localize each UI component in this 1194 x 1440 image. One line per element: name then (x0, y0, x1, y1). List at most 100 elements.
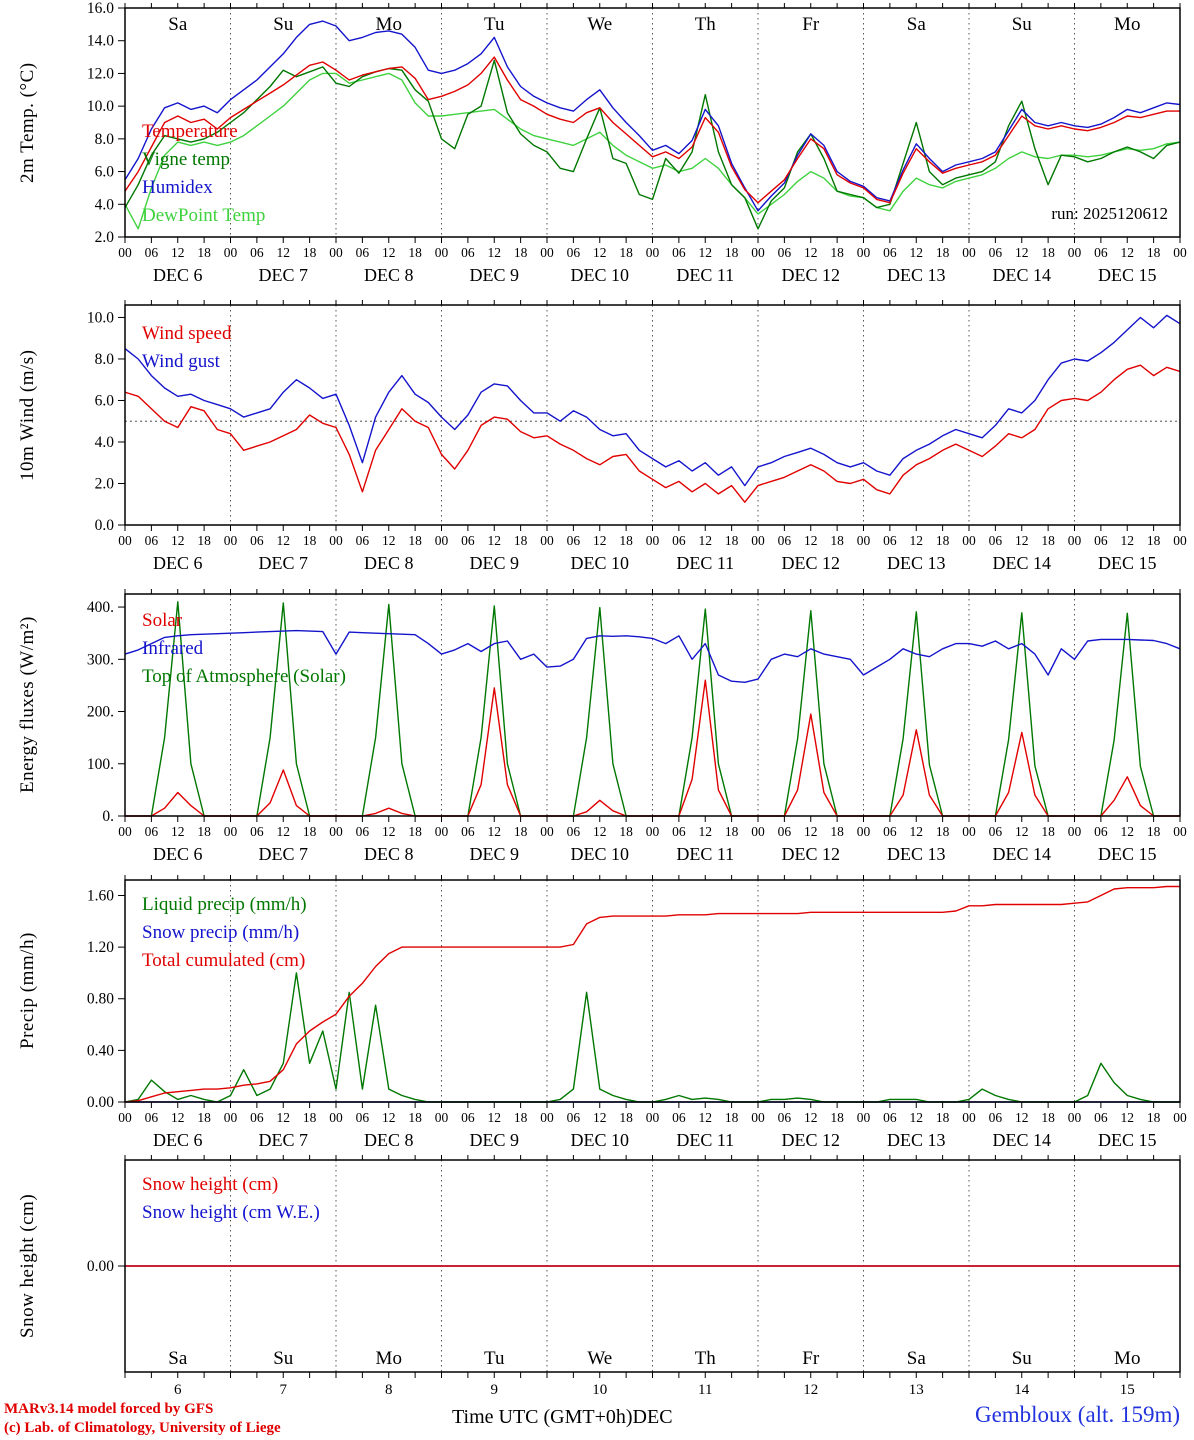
y-tick-label: 1.20 (87, 939, 114, 956)
legend-item-infrared: Infrared (142, 638, 204, 659)
x-tick-label: 12 (910, 245, 924, 260)
date-label: DEC 13 (887, 844, 946, 864)
x-tick-label: 06 (883, 245, 897, 260)
date-label: DEC 10 (571, 1130, 630, 1150)
x-tick-label: 00 (540, 533, 554, 548)
legend-item-humidex: Humidex (142, 177, 213, 198)
date-label: DEC 12 (782, 265, 841, 285)
x-tick-label: 06 (461, 824, 475, 839)
x-tick-label: 06 (250, 533, 264, 548)
day-name-label: Sa (907, 1348, 927, 1369)
day-name-label: Mo (1114, 1348, 1140, 1369)
x-tick-label: 18 (936, 533, 950, 548)
temperature-panel: 2m Temp. (°C) 00 06 12 18 00 06 12 18 00 06 12 18 00… (0, 0, 1194, 298)
x-tick-label: 18 (1041, 533, 1055, 548)
x-tick-label: 18 (1041, 1110, 1055, 1125)
x-tick-label: 00 (329, 1110, 343, 1125)
credit-line-2: (c) Lab. of Climatology, University of L… (4, 1420, 281, 1436)
date-label: DEC 8 (364, 844, 414, 864)
x-tick-label: 06 (356, 245, 370, 260)
x-tick-label: 06 (356, 533, 370, 548)
y-tick-label: 200. (87, 704, 114, 721)
day-name-label: Su (1012, 14, 1033, 35)
date-label: DEC 7 (259, 1130, 309, 1150)
series-wind-speed (124, 364, 1181, 503)
x-tick-label: 06 (883, 1110, 897, 1125)
x-tick-label: 12 (910, 533, 924, 548)
x-tick-label: 12 (488, 1110, 502, 1125)
temperature-plot: 00 06 12 18 00 06 12 18 00 06 12 18 00 06 12 18 00 06 12 18… (87, 0, 1187, 285)
legend-item-solar: Solar (142, 610, 183, 631)
x-tick-label: 00 (962, 1110, 976, 1125)
x-tick-label: 18 (830, 824, 844, 839)
x-tick-label: 00 (224, 533, 238, 548)
x-tick-label: 18 (830, 245, 844, 260)
date-label: DEC 10 (571, 844, 630, 864)
snow-height-plot: 0.00 Sa 6 Su 7 Mo 8 Tu 9 We 10 Th 11 Fr 12 Sa 13 Su 14 Mo 15 (87, 1155, 1181, 1398)
date-label: DEC 8 (364, 553, 414, 573)
x-tick-label: 00 (646, 1110, 660, 1125)
x-tick-label: 18 (197, 245, 211, 260)
x-tick-label: 18 (936, 1110, 950, 1125)
x-tick-label: 18 (1041, 824, 1055, 839)
day-name-label: Su (273, 1348, 294, 1369)
x-tick-label: 00 (435, 245, 449, 260)
x-tick-label: 00 (329, 824, 343, 839)
y-tick-label: 0.40 (87, 1042, 114, 1059)
day-name-label: We (587, 14, 612, 35)
x-tick-label: 06 (883, 533, 897, 548)
figure-footer: MARv3.14 model forced by GFS (c) Lab. of… (0, 1398, 1194, 1440)
x-tick-label: 06 (145, 1110, 159, 1125)
day-name-label: Sa (168, 14, 188, 35)
x-tick-label: 00 (435, 533, 449, 548)
series-solar (125, 679, 1180, 817)
x-tick-label: 12 (1121, 533, 1135, 548)
day-name-label: Tu (484, 14, 505, 35)
x-tick-label: 18 (1147, 824, 1161, 839)
x-tick-label: 18 (725, 533, 739, 548)
x-tick-label: 00 (118, 245, 132, 260)
x-tick-label: 00 (857, 824, 871, 839)
x-tick-label: 18 (408, 1110, 422, 1125)
x-tick-label: 00 (857, 533, 871, 548)
wind-legend: Wind speed Wind gust (142, 320, 231, 376)
x-tick-label: 06 (1094, 533, 1108, 548)
x-tick-label: 18 (1041, 245, 1055, 260)
time-axis-label: Time UTC (GMT+0h)DEC (452, 1406, 673, 1429)
x-tick-label: 18 (619, 533, 633, 548)
x-tick-label: 12 (171, 533, 185, 548)
x-tick-label: 12 (171, 824, 185, 839)
plot-border (124, 7, 1181, 238)
x-tick-label: 12 (804, 245, 818, 260)
x-tick-label: 00 (435, 1110, 449, 1125)
x-tick-label: 00 (329, 245, 343, 260)
x-tick-label: 06 (461, 245, 475, 260)
date-label: DEC 6 (153, 265, 203, 285)
date-label: DEC 13 (887, 265, 946, 285)
x-tick-label: 12 (699, 1110, 713, 1125)
x-tick-label: 18 (936, 245, 950, 260)
day-number-label: 10 (592, 1382, 607, 1398)
x-tick-label: 18 (303, 1110, 317, 1125)
series-temperature (124, 56, 1180, 204)
date-label: DEC 12 (782, 844, 841, 864)
legend-item-temperature: Temperature (142, 121, 238, 142)
date-label: DEC 13 (887, 1130, 946, 1150)
x-tick-label: 12 (910, 824, 924, 839)
date-label: DEC 15 (1098, 844, 1157, 864)
x-tick-label: 12 (1121, 824, 1135, 839)
date-label: DEC 6 (153, 844, 203, 864)
legend-item-snow-height-we: Snow height (cm W.E.) (142, 1202, 320, 1223)
x-tick-label: 12 (699, 824, 713, 839)
x-tick-label: 00 (1173, 824, 1187, 839)
day-name-label: Mo (376, 1348, 402, 1369)
x-tick-label: 06 (461, 1110, 475, 1125)
station-label: Gembloux (alt. 159m) (974, 1402, 1180, 1427)
day-number-label: 11 (698, 1382, 712, 1398)
x-tick-label: 00 (118, 533, 132, 548)
date-label: DEC 7 (259, 553, 309, 573)
x-ticks: 00 06 12 18 00 06 12 18 00 06 12 18 00 06 12 18 00 06 12 18… (118, 3, 1187, 260)
x-tick-label: 00 (646, 245, 660, 260)
date-label: DEC 11 (676, 1130, 734, 1150)
x-tick-label: 12 (171, 1110, 185, 1125)
